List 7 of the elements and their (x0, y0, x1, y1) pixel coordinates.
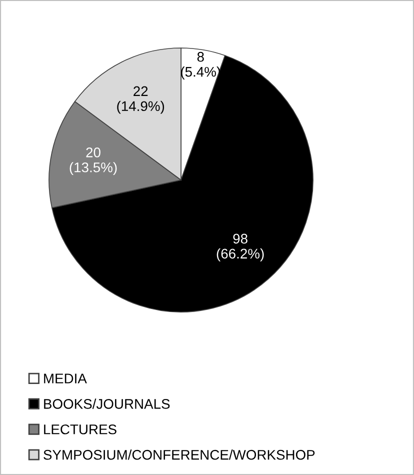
legend-label: SYMPOSIUM/CONFERENCE/WORKSHOP (44, 450, 315, 460)
data-label: 22 (14.9%) (117, 86, 164, 114)
legend-label: BOOKS/JOURNALS (44, 398, 170, 409)
data-label: 98 (66.2%) (216, 234, 264, 262)
legend-label: LECTURES (44, 424, 116, 434)
data-label: 20 (13.5%) (70, 148, 117, 176)
legend-label: MEDIA (44, 374, 87, 384)
